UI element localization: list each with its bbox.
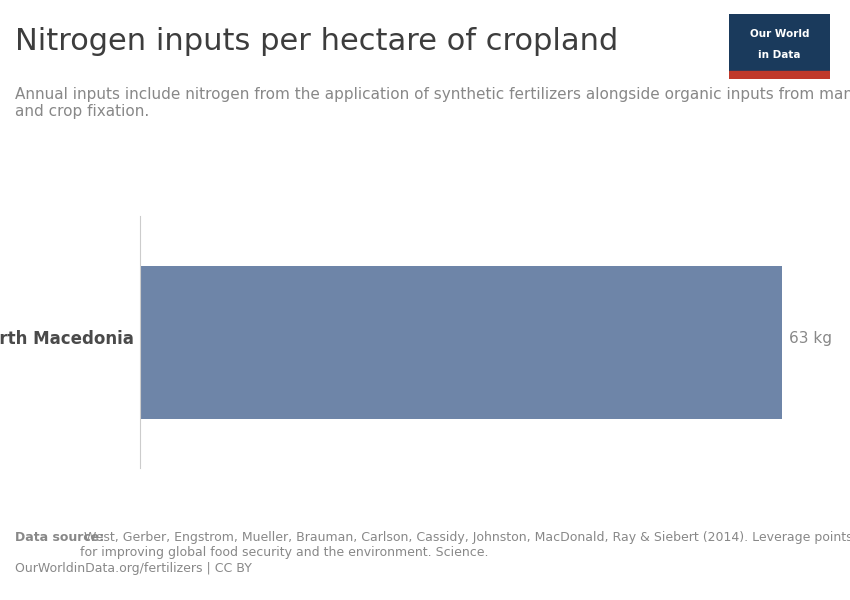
Text: 63 kg: 63 kg bbox=[789, 331, 832, 346]
Text: Our World: Our World bbox=[750, 29, 809, 39]
Text: Annual inputs include nitrogen from the application of synthetic fertilizers alo: Annual inputs include nitrogen from the … bbox=[15, 87, 850, 119]
Text: North Macedonia: North Macedonia bbox=[0, 330, 134, 348]
Text: Nitrogen inputs per hectare of cropland: Nitrogen inputs per hectare of cropland bbox=[15, 27, 619, 56]
Text: in Data: in Data bbox=[758, 50, 801, 60]
Text: OurWorldinData.org/fertilizers | CC BY: OurWorldinData.org/fertilizers | CC BY bbox=[15, 562, 252, 575]
Text: West, Gerber, Engstrom, Mueller, Brauman, Carlson, Cassidy, Johnston, MacDonald,: West, Gerber, Engstrom, Mueller, Brauman… bbox=[80, 531, 850, 559]
Text: Data source:: Data source: bbox=[15, 531, 105, 544]
Bar bbox=[729, 71, 830, 79]
Bar bbox=[140, 265, 782, 419]
